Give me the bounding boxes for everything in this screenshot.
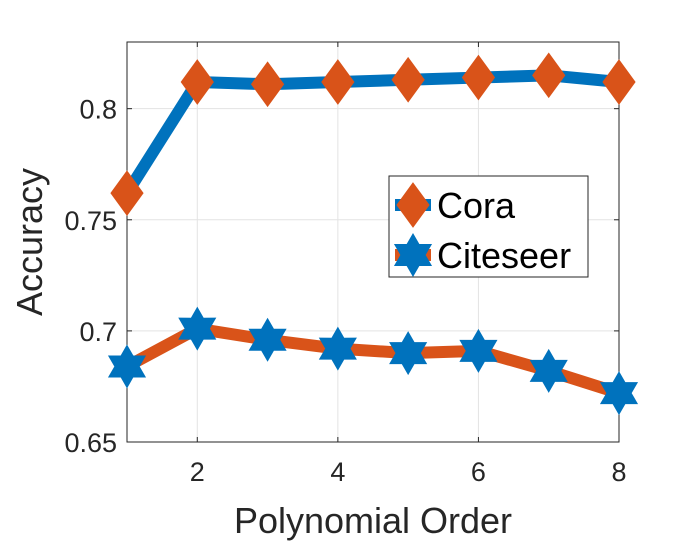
legend-marker-cora [396,182,430,228]
plot-frame [126,41,620,443]
legend-label-cora: Cora [437,185,516,226]
data-point-citeseer [389,331,428,376]
data-point-cora [602,59,636,105]
x-tick-label: 6 [471,457,486,487]
y-tick-label: 0.7 [79,317,117,347]
x-tick-label: 2 [190,457,205,487]
y-axis-label: Accuracy [9,168,50,316]
data-point-citeseer [459,328,498,373]
data-point-cora [180,59,214,105]
x-axis-label: Polynomial Order [234,500,512,541]
x-tick-label: 8 [611,457,626,487]
data-point-cora [110,170,144,216]
data-point-cora [461,54,496,101]
data-point-cora [391,56,425,103]
y-tick-label: 0.75 [64,206,117,236]
data-point-cora [250,61,285,108]
data-point-citeseer [318,326,357,371]
legend: Cora Citeseer [388,175,589,278]
y-tick-label: 0.65 [64,428,117,458]
axis-ticks: 2 4 6 8 0.65 0.7 0.75 0.8 [64,42,627,487]
data-point-citeseer [529,348,568,393]
legend-label-citeseer: Citeseer [437,235,571,276]
series-markers [107,52,639,416]
y-tick-label: 0.8 [79,95,117,125]
data-point-cora [532,52,566,99]
data-point-cora [321,59,355,105]
x-tick-label: 4 [330,457,345,487]
data-point-citeseer [107,344,147,389]
data-point-citeseer [178,306,217,351]
legend-marker-citeseer [393,232,433,278]
data-point-citeseer [248,317,287,362]
data-point-citeseer [599,371,639,416]
